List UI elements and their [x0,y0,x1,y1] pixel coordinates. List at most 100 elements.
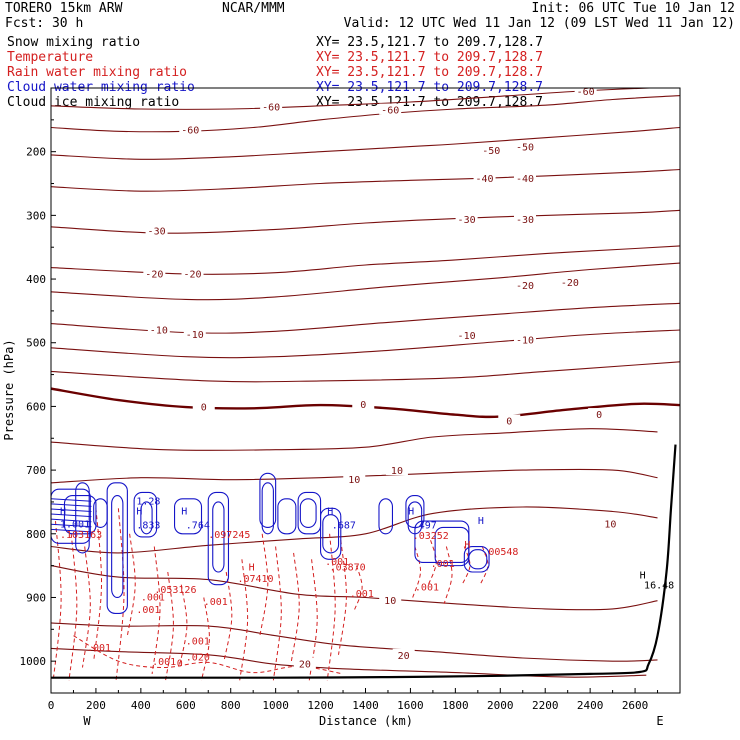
cloud-water-contour-11 [259,472,277,528]
temperature-label-bg-27 [293,657,316,669]
temperature-contour-2 [51,126,680,160]
temperature-label-bg-21 [498,414,521,426]
y-tick-label-6: 800 [26,528,46,541]
rain-label-7: .001 [431,559,455,570]
y-tick-label-3: 500 [26,337,46,350]
temperature-label-16: -10 [186,330,204,341]
x-tick-label-3: 600 [176,699,196,712]
cloud-water-contour-23 [463,545,490,573]
temperature-label-18: -10 [516,336,534,347]
temperature-label-bg-19 [192,400,215,412]
max-marker-3: H [136,507,142,518]
temperature-contour-7 [51,302,680,334]
temperature-contour-10 [51,387,680,419]
temperature-contour-9 [51,361,680,383]
x-axis-title: Distance (km) [319,714,413,728]
max-marker-11: H [478,516,484,527]
cloud-water-contour-4 [106,482,128,614]
temperature-label-15: -10 [150,325,168,336]
temperature-label-bg-3 [179,123,202,135]
cloud-water-contour-16 [320,507,342,560]
valid-time: Valid: 12 UTC Wed 11 Jan 12 (09 LST Wed … [343,16,735,31]
temperature-label-17: -10 [458,331,476,342]
y-tick-label-8: 1000 [20,655,47,668]
x-tick-label-8: 1600 [397,699,424,712]
temperature-label-bg-11 [143,267,166,279]
temperature-label-12: -20 [183,269,201,280]
temperature-label-14: -20 [561,278,579,289]
temperature-contour-16 [51,647,647,678]
temperature-label-25: 10 [604,520,616,531]
temperature-label-9: -30 [458,215,476,226]
x-tick-label-10: 2000 [487,699,514,712]
temperature-contour-8 [51,329,680,359]
rain-label-5: .03870 [330,563,366,574]
rain-contour-2 [82,546,91,668]
rain-label-0: .103163 [60,530,102,541]
x-tick-label-2: 400 [131,699,151,712]
init-time: Init: 06 UTC Tue 10 Jan 12 [531,1,736,16]
temperature-contour-12 [51,468,658,484]
x-tick-label-5: 1000 [262,699,289,712]
rain-label-6: .001 [325,557,349,568]
temperature-label-bg-6 [473,171,496,183]
rain-contour-1 [68,533,78,681]
rain-contour-6 [151,546,161,674]
x-tick-label-4: 800 [221,699,241,712]
temperature-label-bg-17 [455,329,478,341]
rain-label-15: .001 [152,657,176,668]
temperature-label-bg-18 [513,333,536,345]
x-tick-label-7: 1400 [352,699,379,712]
y-tick-label-5: 700 [26,464,46,477]
legend-xy-temperature: XY= 23.5,121.7 to 209.7,128.7 [316,50,543,65]
rain-label-12: .001 [136,605,160,616]
temperature-label-bg-25 [599,517,622,529]
forecast-hour: Fcst: 30 h [5,16,84,31]
y-axis-title: Pressure (hPa) [2,339,16,440]
rain-contour-17 [338,540,347,655]
x-tick-label-13: 2600 [622,699,649,712]
legend-label-cloud-water: Cloud water mixing ratio [7,80,195,95]
x-tick-label-0: 0 [48,699,55,712]
temperature-label-26: 10 [384,596,396,607]
legend-label-temperature: Temperature [7,50,94,65]
cloud-water-contour-2 [75,482,90,554]
rain-contour-0 [52,521,62,681]
temperature-label-8: -30 [148,227,166,238]
temperature-label-bg-14 [558,276,581,288]
temperature-label-22: 0 [596,410,602,421]
max-marker-15: H [249,563,255,574]
temperature-label-11: -20 [145,269,163,280]
cloud-water-contour-22 [434,526,470,567]
y-tick-label-0: 200 [26,146,46,159]
temperature-label-bg-0 [260,100,283,112]
rain-label-16: .020 [186,653,210,664]
temperature-label-13: -20 [516,281,534,292]
cloud-water-stack-2 [51,508,92,512]
rain-contour-14 [290,552,300,662]
cloud-water-contour-17 [322,514,340,554]
temperature-label-bg-12 [181,267,204,279]
rain-label-4: .07410 [237,574,273,585]
cloud-water-contour-9 [207,491,230,586]
rain-label-3: .053126 [154,585,196,596]
x-axis-right-end: E [656,714,663,728]
temperature-label-0: -60 [262,102,280,113]
plot-layer: -60 -60 -60 -60 -50 -50 -40 -40 -30 -30 -30 -20 -20 -… [51,88,680,681]
temperature-label-28: 20 [398,651,410,662]
x-tick-label-6: 1200 [307,699,334,712]
cloud-water-contour-24 [468,549,488,570]
temperature-label-bg-20 [352,397,375,409]
temperature-label-24: 10 [391,466,403,477]
temperature-contour-1 [51,95,680,133]
temperature-label-bg-26 [379,594,402,606]
legend-label-rain: Rain water mixing ratio [7,65,188,80]
cloud-label-1: 1.001 [60,519,90,530]
temperature-label-4: -50 [482,146,500,157]
temperature-label-bg-24 [385,464,408,476]
temperature-contour-15 [51,622,658,662]
rain-contour-16 [326,533,336,681]
cloud-water-contour-7 [140,501,153,535]
cloud-label-10: .497 [413,521,437,532]
rain-contour-23 [479,546,489,585]
